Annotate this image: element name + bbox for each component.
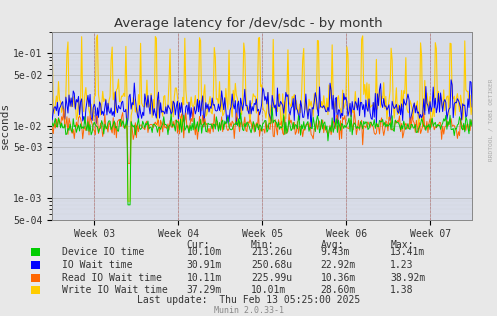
Text: Cur:: Cur: [186, 240, 210, 250]
Text: RRDTOOL / TOBI OETIKER: RRDTOOL / TOBI OETIKER [489, 79, 494, 161]
Text: 10.11m: 10.11m [186, 273, 222, 283]
Text: 28.60m: 28.60m [321, 285, 356, 295]
Text: Read IO Wait time: Read IO Wait time [62, 273, 162, 283]
Text: 10.10m: 10.10m [186, 247, 222, 258]
Text: Write IO Wait time: Write IO Wait time [62, 285, 168, 295]
Text: 10.01m: 10.01m [251, 285, 286, 295]
Text: 225.99u: 225.99u [251, 273, 292, 283]
Text: 37.29m: 37.29m [186, 285, 222, 295]
Text: 30.91m: 30.91m [186, 260, 222, 270]
Text: 9.43m: 9.43m [321, 247, 350, 258]
Text: Last update:  Thu Feb 13 05:25:00 2025: Last update: Thu Feb 13 05:25:00 2025 [137, 295, 360, 305]
Text: Avg:: Avg: [321, 240, 344, 250]
Text: 213.26u: 213.26u [251, 247, 292, 258]
Text: 1.38: 1.38 [390, 285, 414, 295]
Text: Average latency for /dev/sdc - by month: Average latency for /dev/sdc - by month [114, 17, 383, 30]
Text: 13.41m: 13.41m [390, 247, 425, 258]
Text: Max:: Max: [390, 240, 414, 250]
Text: 250.68u: 250.68u [251, 260, 292, 270]
Text: Munin 2.0.33-1: Munin 2.0.33-1 [214, 306, 283, 315]
Text: Min:: Min: [251, 240, 274, 250]
Text: Device IO time: Device IO time [62, 247, 144, 258]
Text: 22.92m: 22.92m [321, 260, 356, 270]
Text: 38.92m: 38.92m [390, 273, 425, 283]
Y-axis label: seconds: seconds [0, 102, 10, 149]
Text: 1.23: 1.23 [390, 260, 414, 270]
Text: IO Wait time: IO Wait time [62, 260, 133, 270]
Text: 10.36m: 10.36m [321, 273, 356, 283]
